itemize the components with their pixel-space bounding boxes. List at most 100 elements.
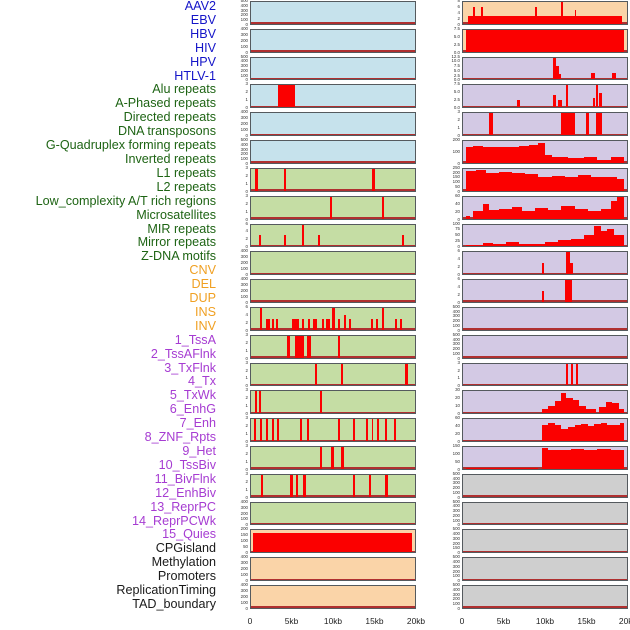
y-axis-ticks: 400 300 200 100 0 bbox=[228, 248, 249, 278]
y-tick-label: 100 bbox=[240, 265, 248, 271]
y-tick-label: 2 bbox=[245, 450, 248, 456]
y-tick-label: 2 bbox=[245, 422, 248, 428]
y-tick-label: 100 bbox=[240, 599, 248, 605]
baseline-rule bbox=[463, 300, 627, 302]
data-bar bbox=[531, 243, 545, 247]
data-bar bbox=[553, 95, 557, 108]
y-tick-label: 100 bbox=[452, 350, 460, 356]
y-tick-label: 400 bbox=[452, 475, 460, 481]
y-tick-label: 20 bbox=[455, 430, 460, 436]
y-tick-label: 3 bbox=[245, 331, 248, 337]
y-axis-ticks: 500 400 300 200 100 0 bbox=[440, 471, 461, 501]
track-label-g-quadruplex-forming-repeats: G-Quadruplex forming repeats bbox=[45, 138, 216, 153]
track-panel: 3 2 1 0 bbox=[228, 165, 418, 195]
track-panel: 250 200 150 100 50 0 bbox=[440, 165, 630, 195]
data-bar bbox=[599, 407, 606, 414]
x-tick-label: 15kb bbox=[365, 616, 384, 626]
y-tick-label: 400 bbox=[452, 308, 460, 314]
data-bar bbox=[405, 363, 408, 386]
track-plot-area bbox=[250, 585, 416, 609]
track-label-column: AAV2 EBV HBV HIV HPV HTLV-1 Alu repeats A-Phase… bbox=[0, 0, 222, 612]
track-label-microsatellites: Microsatellites bbox=[136, 207, 216, 222]
data-bar bbox=[466, 245, 483, 247]
y-tick-label: 300 bbox=[240, 146, 248, 152]
data-bar bbox=[337, 318, 340, 330]
y-tick-label: 0 bbox=[457, 438, 460, 444]
x-tick-label: 20kb bbox=[618, 616, 630, 626]
y-axis-ticks: 150 100 50 0 bbox=[440, 443, 461, 473]
data-bar bbox=[599, 92, 603, 108]
y-tick-label: 300 bbox=[240, 281, 248, 287]
track-plot-area bbox=[250, 251, 416, 276]
y-tick-label: 100 bbox=[452, 220, 460, 226]
track-plot-area bbox=[462, 251, 628, 276]
data-bar bbox=[341, 363, 344, 386]
track-label-inverted-repeats: Inverted repeats bbox=[124, 151, 216, 166]
data-bar bbox=[352, 419, 356, 441]
data-bar bbox=[377, 419, 380, 441]
data-bar bbox=[574, 424, 582, 441]
data-bar bbox=[604, 177, 618, 191]
track-panel: 30 20 10 0 bbox=[440, 387, 630, 417]
y-tick-label: 3 bbox=[457, 109, 460, 115]
y-tick-label: 0.0 bbox=[453, 49, 460, 55]
y-axis-ticks: 500 400 300 200 100 0 bbox=[228, 136, 249, 167]
y-tick-label: 400 bbox=[452, 558, 460, 564]
y-tick-label: 150 bbox=[240, 532, 248, 538]
y-tick-label: 500 bbox=[452, 331, 460, 337]
y-tick-label: 4 bbox=[245, 311, 248, 317]
left-x-axis: 0 5kb 10kb 15kb 20kb bbox=[248, 613, 425, 630]
track-label-14-reprpcwk: 14_ReprPCWk bbox=[132, 513, 216, 528]
data-bar bbox=[570, 263, 573, 275]
y-tick-label: 50 bbox=[455, 183, 460, 189]
track-panel: 60 40 20 0 bbox=[440, 193, 630, 223]
y-tick-label: 500 bbox=[240, 136, 248, 142]
y-tick-label: 100 bbox=[240, 126, 248, 132]
y-tick-label: 2 bbox=[245, 172, 248, 178]
data-bar bbox=[561, 113, 575, 136]
baseline-rule bbox=[251, 105, 415, 108]
y-tick-label: 400 bbox=[240, 248, 248, 254]
data-bar bbox=[265, 318, 270, 330]
data-bar bbox=[382, 307, 385, 330]
data-bar bbox=[541, 263, 545, 275]
y-tick-label: 100 bbox=[240, 571, 248, 577]
data-bar bbox=[277, 419, 280, 441]
y-axis-ticks: 500 400 300 200 150 0 bbox=[440, 526, 461, 556]
data-bar bbox=[612, 402, 619, 414]
track-label-mirror-repeats: Mirror repeats bbox=[137, 235, 216, 250]
y-axis-ticks: 500 400 300 200 100 0 bbox=[440, 582, 461, 612]
data-bar bbox=[512, 173, 526, 191]
data-bar bbox=[584, 450, 598, 469]
data-bar bbox=[541, 409, 549, 414]
data-bar bbox=[566, 363, 569, 386]
y-tick-label: 400 bbox=[240, 109, 248, 115]
track-plot-area bbox=[250, 306, 416, 331]
track-label-z-dna-motifs: Z-DNA motifs bbox=[141, 249, 216, 264]
y-tick-label: 100 bbox=[240, 293, 248, 299]
track-panel: 6 4 2 0 bbox=[228, 304, 418, 334]
data-bar bbox=[321, 318, 324, 330]
track-label-methylation: Methylation bbox=[151, 555, 216, 570]
track-plot-area bbox=[250, 140, 416, 164]
y-tick-label: 400 bbox=[240, 554, 248, 560]
track-panel: 500 400 300 200 100 0 bbox=[440, 331, 630, 362]
y-tick-label: 0 bbox=[457, 132, 460, 138]
y-tick-label: 400 bbox=[240, 25, 248, 31]
data-bar bbox=[561, 2, 564, 24]
track-plot-area bbox=[462, 557, 628, 582]
y-tick-label: 0 bbox=[245, 438, 248, 444]
data-bar bbox=[505, 146, 519, 163]
y-tick-label: 30 bbox=[455, 387, 460, 393]
baseline-rule bbox=[463, 105, 627, 108]
data-bar bbox=[371, 419, 374, 441]
data-bar bbox=[548, 422, 555, 441]
data-bar bbox=[472, 146, 483, 163]
track-plot-area bbox=[462, 362, 628, 387]
data-bar bbox=[489, 209, 500, 219]
data-bar bbox=[587, 426, 595, 441]
